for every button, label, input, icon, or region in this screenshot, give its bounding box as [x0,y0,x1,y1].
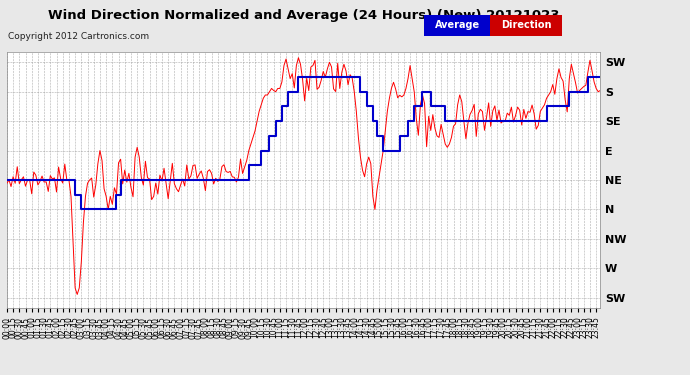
Text: Average: Average [435,20,480,30]
Text: Wind Direction Normalized and Average (24 Hours) (New) 20121023: Wind Direction Normalized and Average (2… [48,9,560,22]
Text: Direction: Direction [501,20,551,30]
Text: Copyright 2012 Cartronics.com: Copyright 2012 Cartronics.com [8,32,150,41]
